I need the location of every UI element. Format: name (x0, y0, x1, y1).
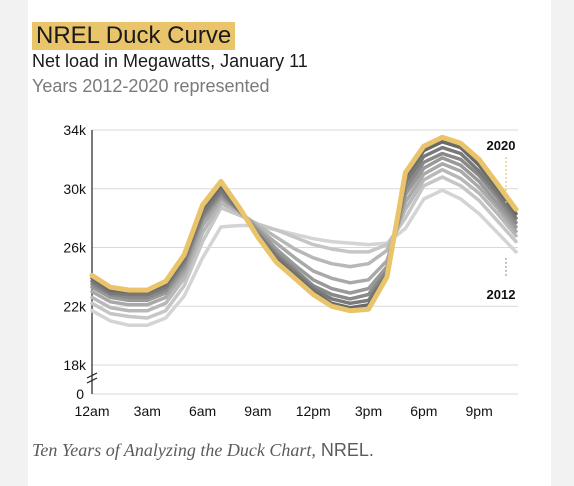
series-line-2018 (90, 145, 518, 306)
series-line-2016 (90, 156, 518, 303)
y-tick-label: 34k (63, 122, 87, 138)
y-tick-label: 26k (63, 240, 87, 256)
x-tick-label: 9am (244, 403, 271, 419)
x-tick-label: 9pm (466, 403, 493, 419)
series-line-2020 (89, 134, 519, 314)
y-tick-label: 22k (63, 298, 87, 314)
year-label-2020: 2020 (487, 138, 516, 153)
source-rest: NREL. (315, 440, 374, 460)
x-tick-label: 12pm (296, 403, 331, 419)
x-tick-label: 12am (74, 403, 109, 419)
year-label-2012: 2012 (487, 287, 516, 302)
series-line-2015 (90, 162, 518, 307)
x-tick-label: 6pm (410, 403, 437, 419)
series-line-2014 (90, 167, 518, 313)
chart-note: Years 2012-2020 represented (32, 76, 270, 96)
x-tick-label: 3pm (355, 403, 382, 419)
series-line-2013 (90, 175, 518, 320)
y-tick-label: 18k (63, 357, 87, 373)
chart-subtitle: Net load in Megawatts, January 11 (32, 51, 308, 71)
series-line-2012 (90, 188, 518, 328)
axis-break-mark (86, 372, 98, 379)
x-tick-label: 6am (189, 403, 216, 419)
series-line-2017 (90, 151, 518, 301)
y-tick-label: 30k (63, 181, 87, 197)
title-wrap: NREL Duck Curve (32, 22, 236, 50)
chart-card (28, 0, 551, 486)
x-tick-label: 3am (134, 403, 161, 419)
y-tick-label: 0 (76, 386, 84, 402)
axis-break-mark (86, 377, 98, 384)
source-credit: Ten Years of Analyzing the Duck Chart, N… (32, 440, 374, 461)
chart-title: NREL Duck Curve (32, 22, 236, 50)
source-italic: Ten Years of Analyzing the Duck Chart, (32, 440, 316, 460)
